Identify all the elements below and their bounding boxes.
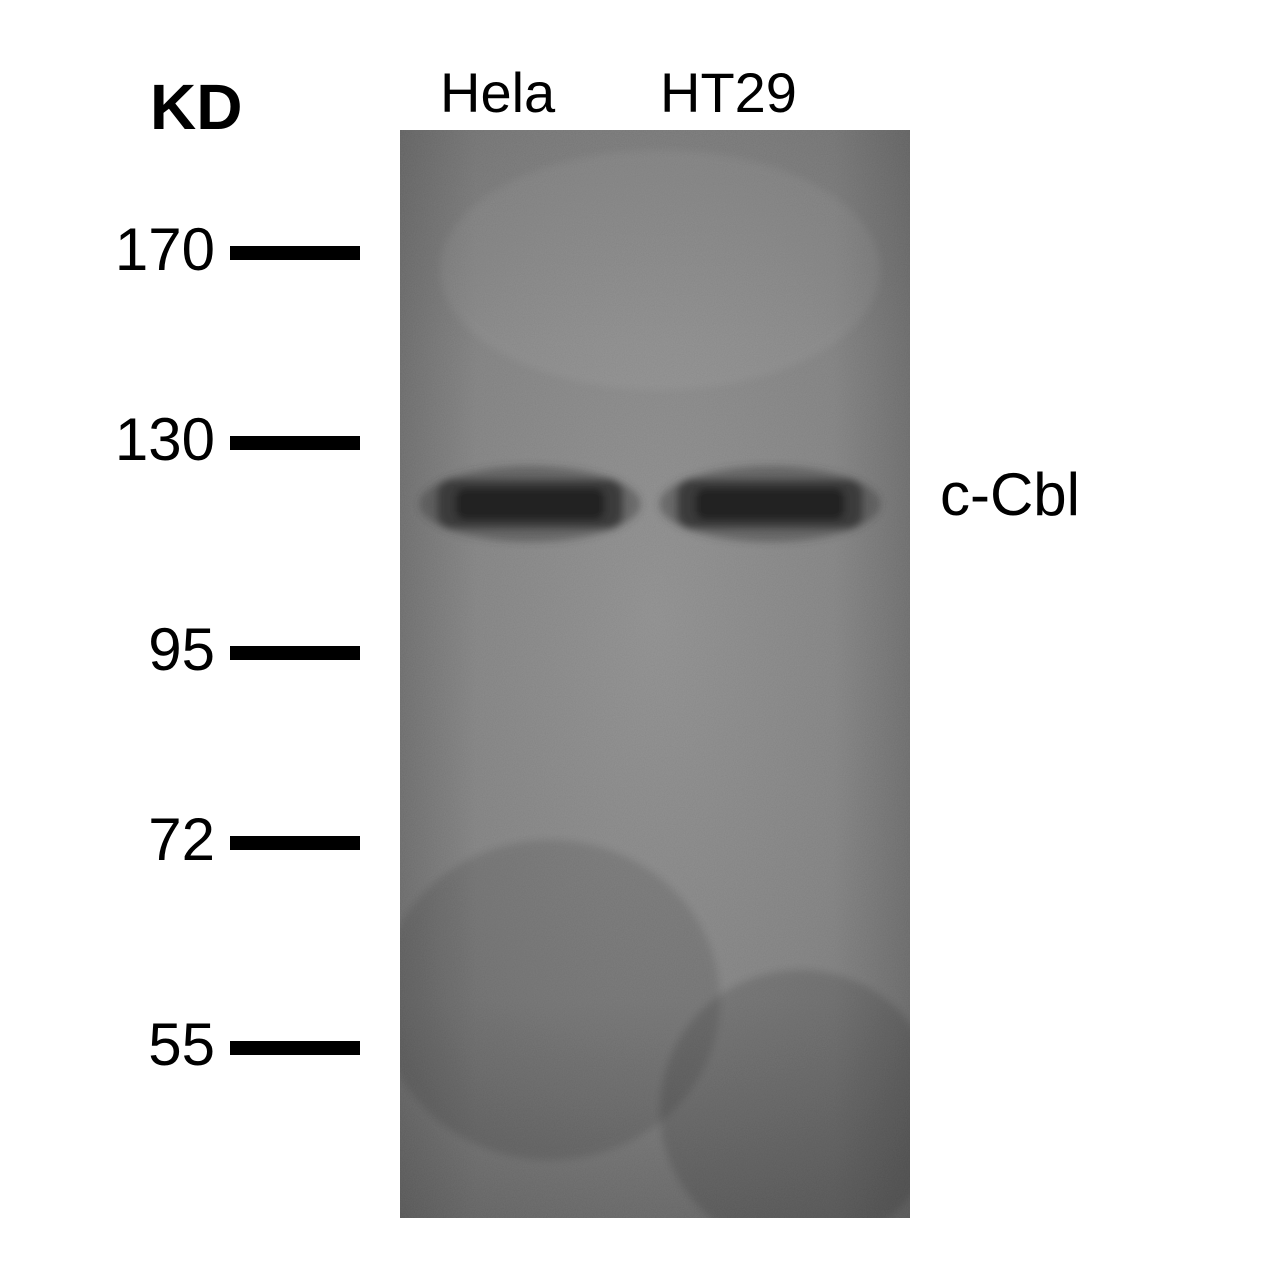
- western-blot-figure: KD 170 130 95 72 55 Hela HT29 c-Cbl: [0, 0, 1269, 1280]
- target-label: c-Cbl: [940, 460, 1080, 529]
- mw-tick-95: [230, 646, 360, 660]
- lane-label-ht29: HT29: [660, 60, 797, 125]
- mw-tick-170: [230, 246, 360, 260]
- mw-label-55: 55: [55, 1010, 215, 1079]
- mw-label-95: 95: [55, 615, 215, 684]
- mw-label-130: 130: [55, 405, 215, 474]
- blot-membrane: [400, 130, 910, 1218]
- lane-label-hela: Hela: [440, 60, 555, 125]
- mw-tick-55: [230, 1041, 360, 1055]
- mw-tick-72: [230, 836, 360, 850]
- blot-svg: [400, 130, 910, 1218]
- mw-label-72: 72: [55, 805, 215, 874]
- mw-tick-130: [230, 436, 360, 450]
- mw-label-170: 170: [55, 215, 215, 284]
- kd-header-label: KD: [150, 70, 242, 144]
